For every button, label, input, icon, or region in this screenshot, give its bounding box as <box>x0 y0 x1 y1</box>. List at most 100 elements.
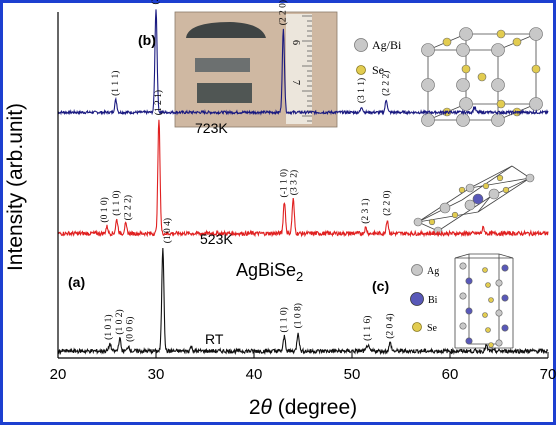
atom <box>501 294 509 302</box>
atom <box>465 183 475 193</box>
atom <box>421 43 435 57</box>
atom <box>502 186 510 194</box>
atom <box>442 37 452 47</box>
cell-edge <box>469 177 531 189</box>
cell-edge <box>417 199 463 223</box>
atom <box>477 72 487 82</box>
hkl-label: (1 0 4) <box>162 218 173 243</box>
y-axis-label: Intensity (arb.unit) <box>4 103 27 271</box>
se-marker <box>356 65 366 75</box>
atom <box>413 217 423 227</box>
x-tick-label: 70 <box>540 366 556 383</box>
hkl-label: (0 0 6) <box>125 317 136 342</box>
hkl-label: (2 2 2) <box>380 71 391 96</box>
atom <box>461 64 471 74</box>
hkl-label: (3 3 2) <box>288 170 299 195</box>
atom <box>465 337 473 345</box>
atom <box>459 292 467 300</box>
legend-c-bi: Bi <box>428 295 438 306</box>
diffraction-traces <box>57 9 549 356</box>
atom <box>488 297 494 303</box>
x-tick-label: 20 <box>50 366 67 383</box>
legend-c-ag: Ag <box>427 266 439 277</box>
x-ticks: 20 30 40 50 60 70 <box>50 352 556 383</box>
temperature-label-RT: RT <box>205 331 224 347</box>
hkl-label: (1 2 1) <box>153 90 164 115</box>
bi-marker <box>410 292 424 306</box>
atom <box>439 202 451 214</box>
hkl-label: (2 2 2) <box>123 195 134 220</box>
se-marker-c <box>412 322 422 332</box>
hkl-labels: (1 1 1) (2 0 0) (2 2 0) (3 1 1) (2 2 2) (0 1 … <box>99 0 395 342</box>
cell-edge <box>461 165 513 201</box>
crystal-piece-middle <box>195 58 250 72</box>
x-tick-label: 60 <box>442 366 459 383</box>
atom <box>458 186 466 194</box>
cell-edge <box>477 177 531 213</box>
legend-c: Ag Bi Se <box>410 264 439 334</box>
hkl-label: (1 0 1) <box>103 314 114 339</box>
atom <box>529 27 543 41</box>
cell-edge <box>469 165 513 189</box>
x-tick-label: 50 <box>344 366 361 383</box>
atom <box>501 264 509 272</box>
ruler-number-1: 6 <box>290 40 301 45</box>
hkl-label: (2 2 0) <box>278 0 289 25</box>
cell-edge <box>454 253 470 259</box>
panel-label-c: (c) <box>372 278 389 294</box>
compound-name: AgBiSe2 <box>236 260 303 284</box>
atom <box>496 174 504 182</box>
atom <box>495 339 503 347</box>
hkl-label: (2 0 0) <box>150 0 161 5</box>
ag-marker <box>411 264 423 276</box>
atom <box>529 97 543 111</box>
rhombohedral-cell <box>413 165 535 236</box>
temperature-label-723K: 723K <box>195 120 228 136</box>
legend-b-agbi: Ag/Bi <box>372 38 402 52</box>
crystal-piece-top <box>186 22 266 38</box>
atom <box>496 29 506 39</box>
x-axis-label-suffix: (degree) <box>272 396 357 419</box>
atom <box>491 43 505 57</box>
crystal-photo-inset: 6 7 <box>174 11 338 128</box>
ruler <box>286 14 312 124</box>
hkl-label: (1 1 1) <box>110 71 121 96</box>
atom <box>472 193 484 205</box>
atom <box>496 99 506 109</box>
atom <box>491 113 505 127</box>
atom <box>531 64 541 74</box>
hexagonal-unit-cell <box>454 253 514 349</box>
atom <box>451 211 459 219</box>
atom <box>485 327 491 333</box>
atom <box>459 97 473 111</box>
atom <box>512 37 522 47</box>
panel-label-b: (b) <box>138 32 156 48</box>
x-axis-label-prefix: 2 <box>249 396 261 419</box>
atom <box>456 43 470 57</box>
atom <box>464 199 476 211</box>
atom <box>482 267 488 273</box>
atom <box>491 78 505 92</box>
atom <box>465 277 473 285</box>
crystal-piece-bottom <box>197 83 252 103</box>
series-line-523K <box>57 119 549 238</box>
x-tick-label: 40 <box>246 366 263 383</box>
atom <box>488 188 500 200</box>
atom <box>465 307 473 315</box>
hkl-label: (1 0 8) <box>292 303 303 328</box>
atom <box>459 322 467 330</box>
atom <box>501 324 509 332</box>
compound-base: AgBiSe <box>236 260 296 280</box>
atom <box>482 182 490 190</box>
atom <box>525 173 535 183</box>
atom <box>421 78 435 92</box>
hkl-label: (3 1 1) <box>356 78 367 103</box>
temperature-labels: 723K 523K RT <box>195 120 233 347</box>
hkl-label: (1 1 0) <box>279 307 290 332</box>
atom <box>456 78 470 92</box>
temperature-label-523K: 523K <box>200 231 233 247</box>
atom <box>495 309 503 317</box>
compound-subscript: 2 <box>296 269 303 284</box>
x-axis-label: 2θ (degree) <box>249 396 357 419</box>
